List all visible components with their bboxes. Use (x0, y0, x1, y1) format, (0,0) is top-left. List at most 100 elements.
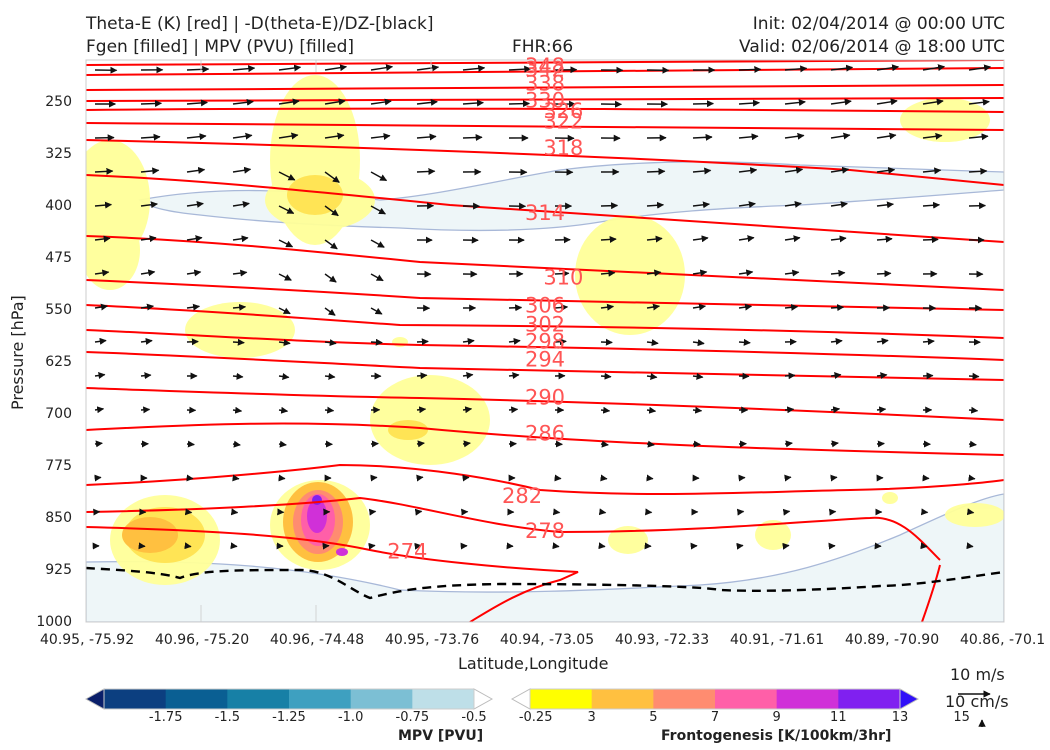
wind-arrow (370, 239, 385, 248)
wind-arrow (232, 406, 243, 414)
wind-arrow (278, 273, 292, 281)
colorbar-extend-low (84, 688, 105, 710)
wind-arrow (968, 440, 977, 448)
x-tick-label: 40.94, -73.05 (500, 632, 595, 648)
wind-arrow (278, 239, 294, 248)
wind-arrow (784, 235, 801, 243)
wind-arrow (416, 98, 438, 106)
wind-arrow (738, 99, 760, 107)
y-tick-label: 325 (45, 145, 72, 162)
wind-arrow (830, 235, 847, 243)
wind-arrow (738, 303, 753, 311)
wind-arrow (324, 64, 348, 72)
wind-arrow (186, 303, 201, 311)
wind-arrow (736, 542, 744, 550)
wind-arrow (784, 474, 792, 482)
wind-arrow (738, 338, 751, 346)
wind-arrow (94, 167, 114, 175)
wind-arrow (508, 406, 519, 414)
fgen-colorbar (510, 688, 920, 710)
title-line-2: Fgen [filled] | MPV (PVU) [filled] (86, 37, 355, 57)
wind-arrow (968, 406, 979, 414)
mpv-colorbar-title: MPV [PVU] (398, 728, 484, 744)
wind-arrow (966, 542, 974, 550)
x-tick-label: 40.91, -71.61 (730, 632, 825, 648)
colorbar-segment (530, 689, 593, 709)
wind-arrow (646, 339, 659, 347)
x-tick-label: 40.95, -75.92 (40, 632, 135, 648)
wind-arrow (830, 166, 850, 174)
wind-arrow (232, 372, 244, 380)
wind-arrow (324, 372, 336, 380)
wind-arrow (370, 64, 394, 72)
colorbar-extend-high (899, 688, 920, 710)
wind-arrow (140, 235, 157, 243)
wind-arrow (600, 440, 609, 448)
theta-e-contour-label: 326 (543, 99, 583, 123)
wind-arrow (462, 372, 474, 379)
wind-arrow (876, 440, 885, 448)
wind-arrow (876, 166, 896, 174)
wind-arrow (876, 132, 897, 140)
wind-arrow (830, 64, 854, 72)
x-tick-label: 40.96, -74.48 (270, 632, 365, 648)
wind-arrow (968, 474, 976, 482)
colorbar-segment (653, 689, 716, 709)
x-tick-label: 40.95, -73.76 (385, 632, 480, 648)
wind-arrow (94, 201, 113, 209)
wind-arrow (784, 99, 806, 106)
theta-e-contour-label: 274 (387, 540, 427, 564)
colorbar-extend-high (473, 688, 494, 710)
wind-arrow (462, 64, 486, 72)
theta-e-contour-label: 330 (525, 89, 565, 113)
wind-arrow (324, 406, 335, 414)
wind-arrow (968, 167, 988, 175)
wind-arrow (600, 372, 612, 380)
init-time: Init: 02/04/2014 @ 00:00 UTC (752, 14, 1005, 34)
theta-e-contour-label: 338 (525, 71, 565, 95)
wind-arrow (830, 269, 846, 277)
wind-arrow (922, 132, 943, 140)
wind-arrow (278, 339, 291, 347)
wind-arrow (692, 201, 710, 209)
wind-arrow (646, 235, 663, 243)
wind-arrow (232, 303, 247, 311)
wind-arrow (278, 171, 296, 181)
wind-arrow (278, 98, 300, 106)
wind-arrow (692, 406, 703, 414)
wind-arrow (462, 99, 484, 107)
colorbar-segment (165, 689, 228, 709)
y-axis-label: Pressure [hPa] (8, 295, 27, 410)
fgen-colorbar-tick: 11 (830, 710, 847, 725)
wind-arrow (186, 201, 204, 208)
wind-arrow (232, 269, 248, 277)
theta-e-contour-label: 310 (543, 266, 583, 290)
wind-arrow (368, 508, 377, 516)
wind-arrow (186, 99, 208, 107)
wind-arrow (784, 200, 802, 208)
wind-arrow (186, 269, 202, 277)
wind-arrow (922, 338, 935, 346)
wind-arrow (646, 373, 658, 380)
wind-arrow (94, 235, 111, 243)
wind-arrow (278, 474, 286, 482)
colorbar-segment (591, 689, 654, 709)
wind-arrow (370, 98, 392, 106)
wind-arrow (232, 200, 250, 208)
wind-arrow (140, 201, 158, 209)
wind-arrow (324, 132, 345, 140)
y-tick-label: 400 (45, 197, 72, 214)
wind-arrow (968, 64, 992, 72)
wind-arrow (416, 474, 424, 482)
mpv-colorbar-tick: -0.5 (461, 710, 487, 725)
wind-arrow (140, 337, 153, 345)
wind-arrow (692, 235, 709, 243)
wind-arrow (94, 372, 106, 379)
wind-arrow (876, 337, 889, 345)
wind-arrow (94, 406, 105, 414)
x-tick-label: 40.93, -72.33 (615, 632, 710, 648)
theta-e-contour-label: 342 (525, 57, 565, 81)
mpv-colorbar (84, 688, 494, 710)
